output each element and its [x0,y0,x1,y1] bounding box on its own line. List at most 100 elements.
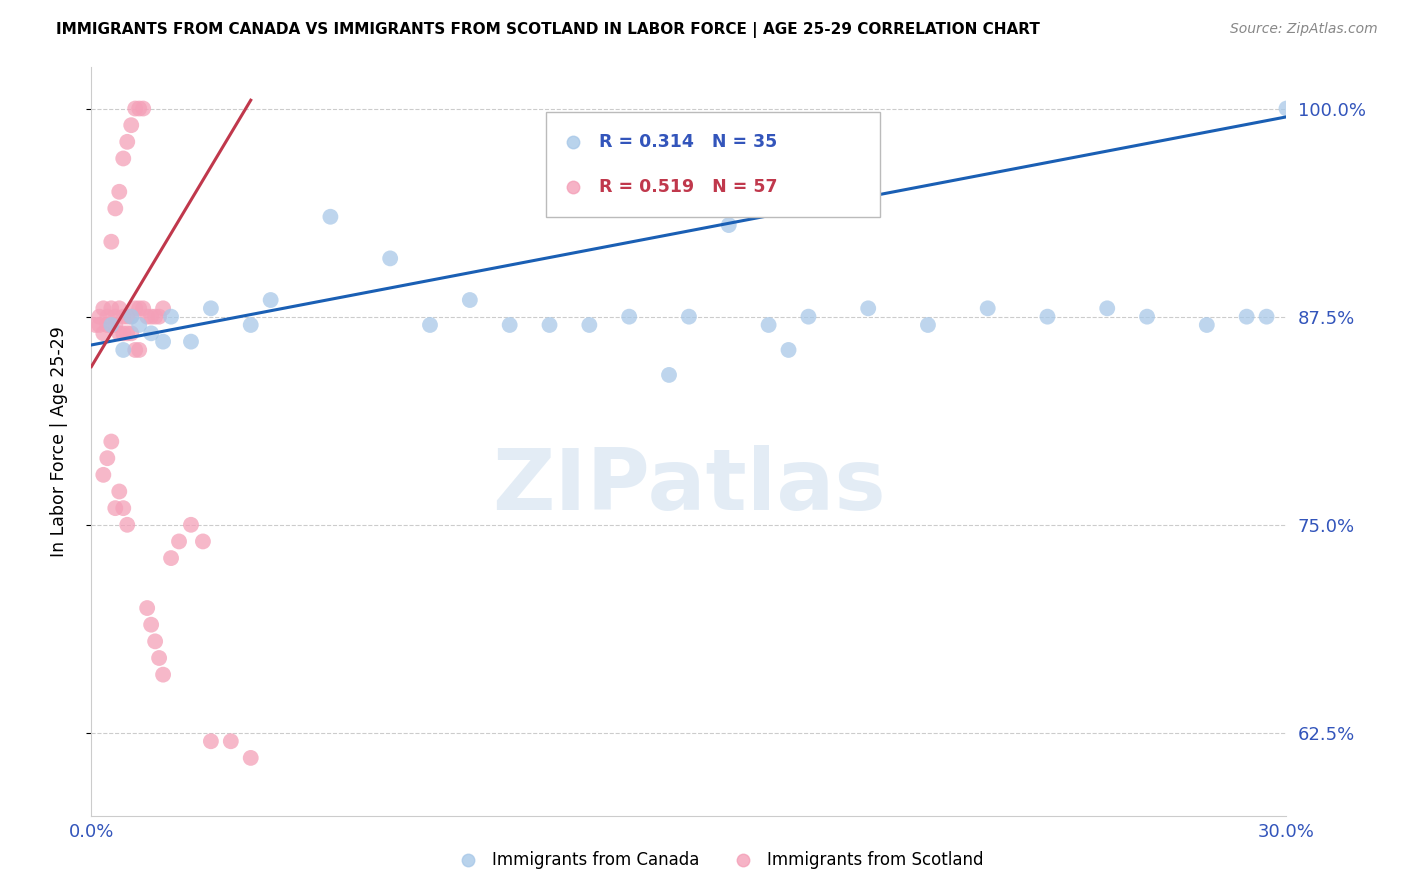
Point [100,301,122,316]
Point [148,651,170,665]
Point [758,318,780,332]
Point [96,310,118,324]
Point [104,501,127,516]
Point [93,301,115,316]
Point [856,301,880,316]
Point [115,517,138,532]
Point [167,534,190,549]
Point [132,102,155,116]
Point [917,318,939,332]
Point [419,318,441,332]
Point [136,601,159,615]
Point [319,210,342,224]
Text: R = 0.519   N = 57: R = 0.519 N = 57 [599,178,778,195]
Point [180,517,202,532]
Point [141,617,162,632]
Point [152,301,174,316]
Point [100,434,122,449]
Point [128,102,150,116]
Point [115,135,138,149]
Text: IMMIGRANTS FROM CANADA VS IMMIGRANTS FROM SCOTLAND IN LABOR FORCE | AGE 25-29 CO: IMMIGRANTS FROM CANADA VS IMMIGRANTS FRO… [56,22,1040,38]
Point [128,343,150,357]
Point [578,318,600,332]
Point [1097,301,1119,316]
Point [120,310,142,324]
Point [498,318,520,332]
Point [658,368,681,382]
Point [259,293,281,307]
Point [128,318,150,332]
Point [778,343,800,357]
Point [132,301,155,316]
Point [112,152,135,166]
Point [152,667,174,681]
Point [239,751,262,765]
Point [678,310,700,324]
Text: R = 0.314   N = 35: R = 0.314 N = 35 [599,133,778,151]
Text: Source: ZipAtlas.com: Source: ZipAtlas.com [1230,22,1378,37]
Point [100,318,122,332]
Point [128,301,150,316]
Point [200,734,222,748]
Point [458,293,481,307]
Point [104,318,127,332]
Point [191,534,214,549]
Y-axis label: In Labor Force | Age 25-29: In Labor Force | Age 25-29 [49,326,67,557]
Point [1195,318,1218,332]
Point [96,318,118,332]
Point [141,310,162,324]
Point [152,334,174,349]
Point [93,467,115,482]
Point [1136,310,1159,324]
Point [89,310,111,324]
Point [112,310,135,324]
Point [143,634,166,648]
Point [115,326,138,341]
Point [108,185,131,199]
Point [93,326,115,341]
Point [619,310,641,324]
Point [108,326,131,341]
Point [124,102,146,116]
Point [239,318,262,332]
Point [124,343,146,357]
Point [108,484,131,499]
Text: Immigrants from Canada: Immigrants from Canada [492,851,699,869]
Point [141,326,162,341]
Text: ZIPatlas: ZIPatlas [492,445,886,528]
Point [124,301,146,316]
Point [538,318,561,332]
Point [180,334,202,349]
Point [717,218,740,232]
Point [100,318,122,332]
Point [104,202,127,216]
Point [108,301,131,316]
Point [89,318,111,332]
Point [1036,310,1059,324]
Point [1256,310,1278,324]
Point [200,301,222,316]
Point [84,318,107,332]
Point [100,235,122,249]
Point [120,118,142,132]
Point [112,343,135,357]
Point [104,310,127,324]
Point [96,451,118,466]
Text: Immigrants from Scotland: Immigrants from Scotland [766,851,983,869]
Point [1275,102,1298,116]
Point [797,310,820,324]
Point [112,501,135,516]
Point [120,326,142,341]
Point [143,310,166,324]
Point [136,310,159,324]
Point [112,326,135,341]
Point [160,551,183,566]
Point [115,310,138,324]
Point [160,310,183,324]
FancyBboxPatch shape [546,112,880,217]
Point [148,310,170,324]
Point [976,301,998,316]
Point [378,252,402,266]
Point [1236,310,1258,324]
Point [219,734,242,748]
